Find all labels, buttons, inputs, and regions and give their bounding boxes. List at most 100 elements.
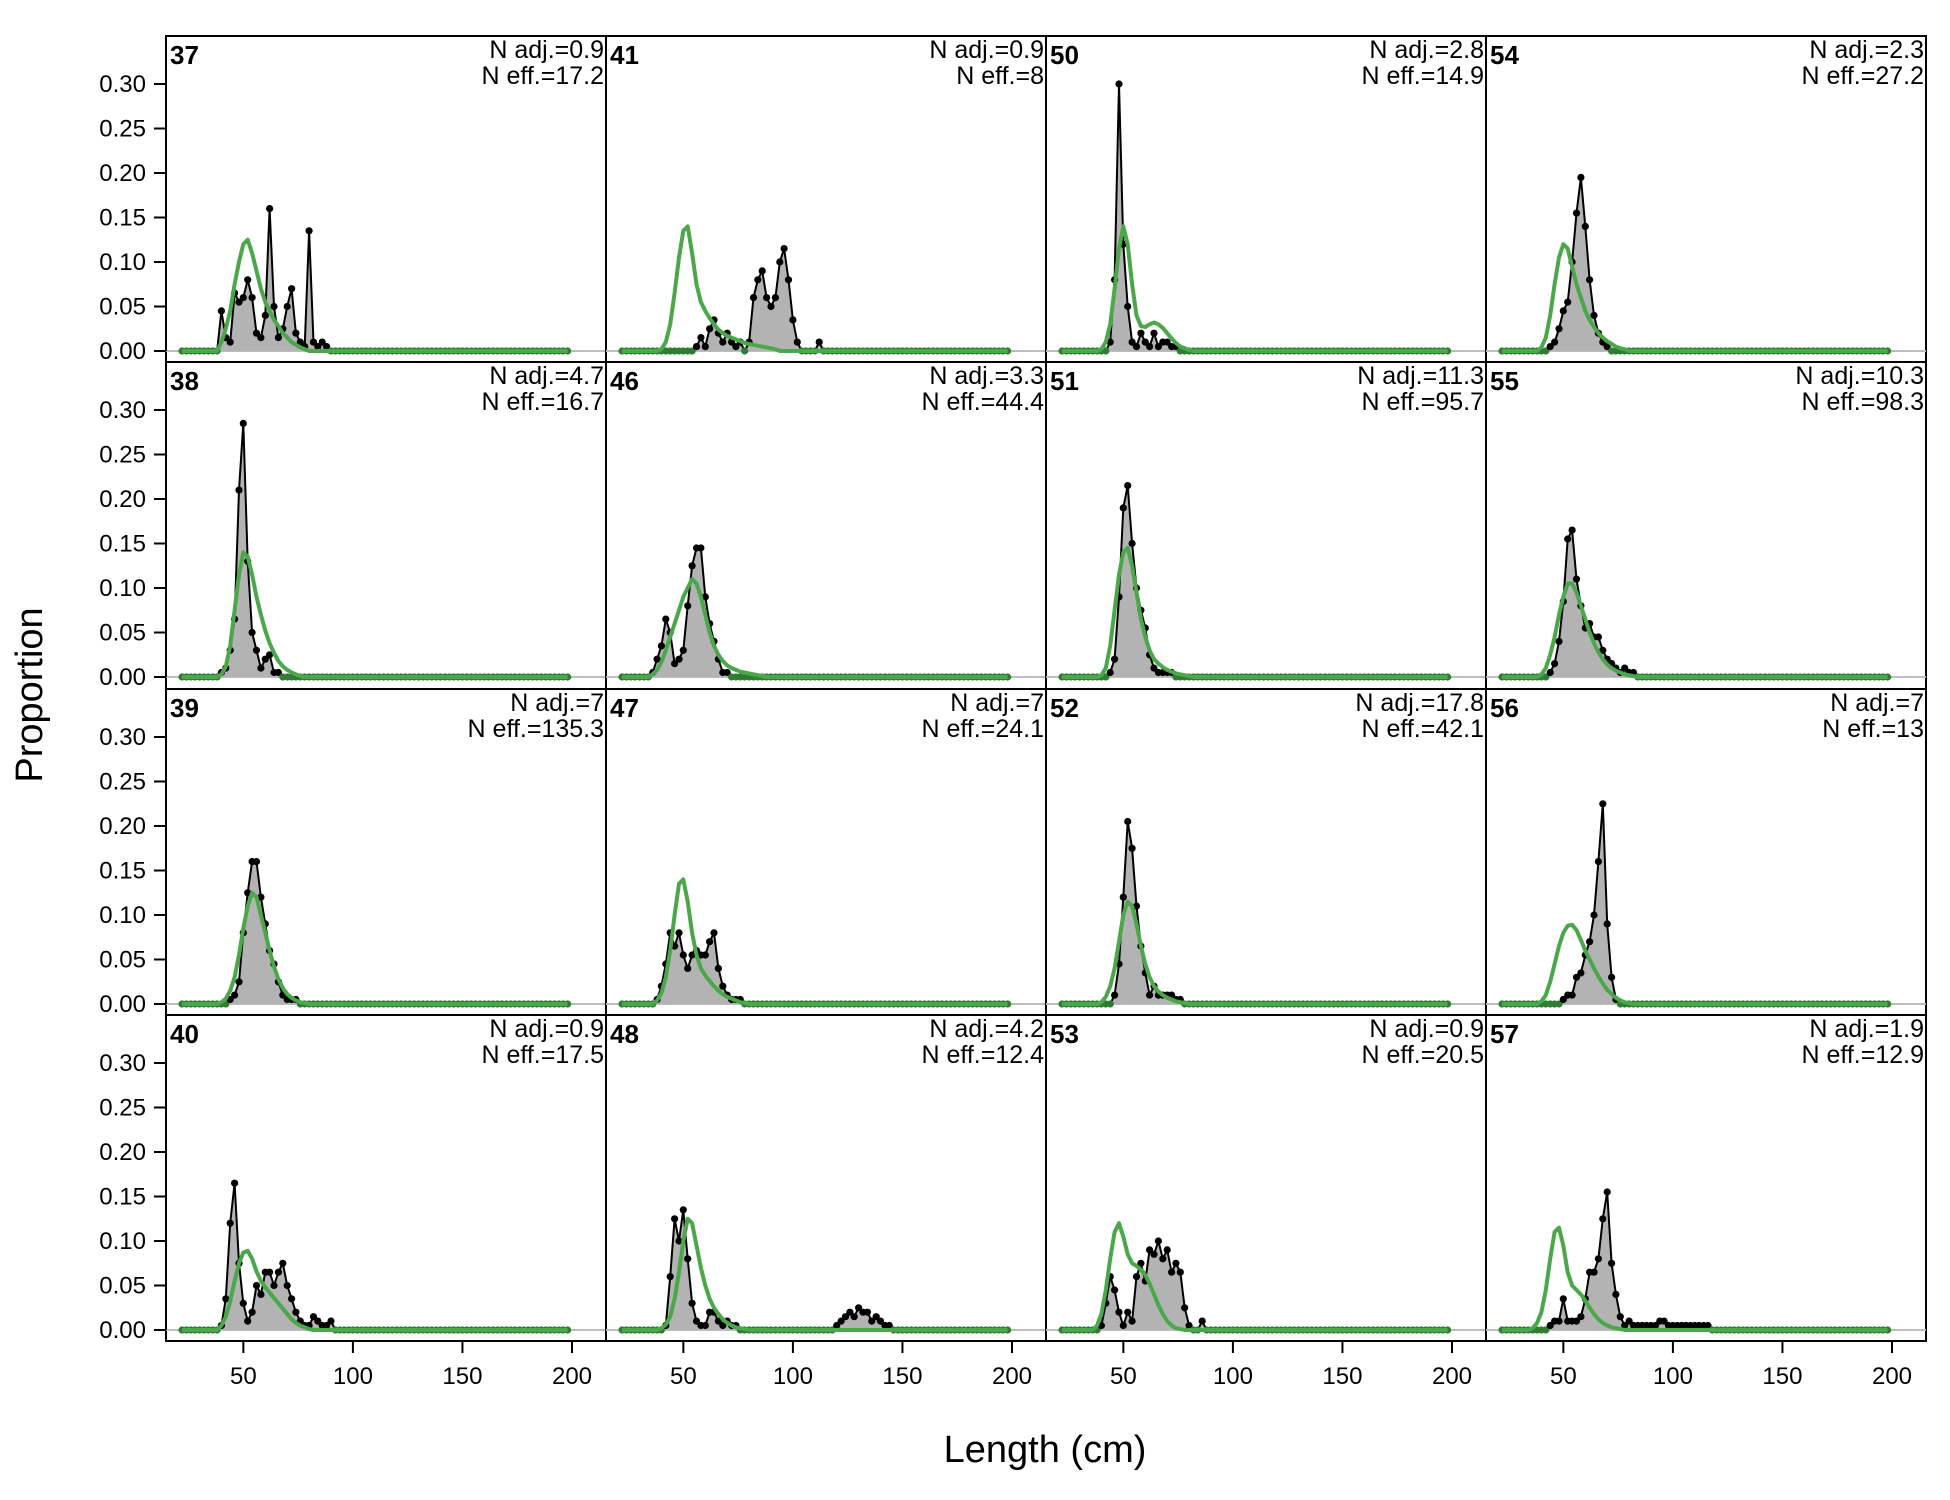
expected-zero-point xyxy=(741,347,749,355)
observed-point xyxy=(1146,991,1154,999)
observed-point xyxy=(1546,343,1554,351)
expected-line xyxy=(1502,242,1888,353)
observed-point xyxy=(1572,1317,1581,1325)
panel-grid: 37 N adj.=0.9N eff.=17.241 N adj.=0.9N eff… xyxy=(165,35,1927,1342)
y-tick-label: 0.00 xyxy=(99,338,146,365)
n-adj-label: N adj.=7 xyxy=(950,689,1044,717)
observed-point xyxy=(758,267,766,275)
y-axis-row-4: 0.00 0.05 0.10 0.15 0.20 0.25 0.30 xyxy=(99,1050,167,1344)
observed-point xyxy=(1154,343,1162,351)
panel-id-label: 55 xyxy=(1490,366,1519,396)
observed-point xyxy=(679,1206,687,1214)
observed-point xyxy=(706,325,714,333)
observed-point xyxy=(653,655,661,663)
x-tick-label: 200 xyxy=(1872,1363,1912,1390)
observed-point xyxy=(226,338,234,346)
observed-point xyxy=(1115,80,1123,88)
observed-point xyxy=(1559,307,1567,315)
observed-area xyxy=(1502,177,1888,351)
panel-39: 39 N adj.=7N eff.=135.3 xyxy=(165,688,607,1016)
observed-point xyxy=(780,245,788,253)
observed-point xyxy=(1146,343,1154,351)
observed-point xyxy=(1150,329,1158,337)
panel-54: 54 N adj.=2.3N eff.=27.2 xyxy=(1485,35,1927,363)
panel-50: 50 N adj.=2.8N eff.=14.9 xyxy=(1045,35,1487,363)
observed-point xyxy=(1568,526,1576,534)
observed-point xyxy=(1581,222,1589,230)
observed-point xyxy=(1590,1268,1598,1276)
expected-line xyxy=(182,1248,568,1332)
observed-point xyxy=(1559,1295,1567,1303)
observed-point xyxy=(1124,302,1132,311)
panel-id-label: 52 xyxy=(1050,693,1079,723)
observed-point xyxy=(1608,1259,1616,1267)
observed-point xyxy=(1612,1290,1620,1298)
panel-id-label: 37 xyxy=(170,40,199,70)
observed-point xyxy=(1616,1313,1624,1321)
x-tick-label: 150 xyxy=(1322,1363,1362,1390)
observed-point xyxy=(710,929,718,937)
observed-point xyxy=(239,1299,247,1307)
n-adj-label: N adj.=0.9 xyxy=(489,1015,604,1043)
y-tick-label: 0.00 xyxy=(99,1317,146,1344)
expected-line xyxy=(1502,922,1888,1006)
observed-point xyxy=(1555,325,1563,333)
observed-point xyxy=(662,615,670,623)
observed-point xyxy=(1150,664,1158,672)
observed-point xyxy=(257,893,265,901)
panel-id-label: 46 xyxy=(610,366,639,396)
observed-point xyxy=(1594,1255,1602,1263)
observed-point xyxy=(1111,991,1119,999)
observed-point xyxy=(1577,1313,1585,1321)
observed-point xyxy=(1132,902,1141,910)
observed-point xyxy=(732,343,740,351)
observed-point xyxy=(288,1295,296,1303)
observed-point xyxy=(1651,1321,1659,1330)
observed-point xyxy=(688,562,696,570)
x-tick-label: 200 xyxy=(1432,1363,1472,1390)
y-tick-label: 0.20 xyxy=(99,1139,146,1166)
observed-point xyxy=(1555,1317,1563,1325)
observed-point xyxy=(719,1321,727,1330)
panel-40: 40 N adj.=0.9N eff.=17.5 xyxy=(165,1014,607,1342)
observed-point xyxy=(261,311,269,319)
observed-point xyxy=(754,276,762,284)
panel-id-label: 39 xyxy=(170,693,199,723)
observed-point xyxy=(657,642,666,650)
observed-point xyxy=(1115,1308,1123,1316)
x-tick-label: 200 xyxy=(552,1363,592,1390)
x-tick-label: 150 xyxy=(442,1363,482,1390)
observed-point xyxy=(1124,817,1132,826)
y-tick-label: 0.05 xyxy=(99,620,146,647)
x-tick-label: 200 xyxy=(992,1363,1032,1390)
observed-point xyxy=(222,1295,230,1303)
y-tick-label: 0.10 xyxy=(99,575,146,602)
x-axis-col-4: 50 100 150 200 xyxy=(1550,1340,1912,1390)
expected-line xyxy=(622,1216,1008,1332)
expected-line xyxy=(1062,1221,1448,1332)
expected-line xyxy=(622,224,1008,353)
y-tick-label: 0.25 xyxy=(99,116,146,143)
y-axis-row-2: 0.00 0.05 0.10 0.15 0.20 0.25 0.30 xyxy=(99,397,167,691)
observed-point xyxy=(701,343,709,351)
observed-point xyxy=(1660,1317,1668,1325)
panel-38: 38 N adj.=4.7N eff.=16.7 xyxy=(165,361,607,690)
n-eff-label: N eff.=24.1 xyxy=(921,715,1044,743)
observed-point xyxy=(1119,893,1127,901)
observed-point xyxy=(248,628,256,637)
expected-zero-point xyxy=(1106,1000,1114,1008)
expected-line xyxy=(1062,899,1448,1006)
y-tick-label: 0.05 xyxy=(99,947,146,974)
observed-point xyxy=(675,1237,683,1245)
y-tick-label: 0.30 xyxy=(99,397,146,424)
observed-area xyxy=(1062,821,1448,1004)
observed-point xyxy=(283,1281,291,1290)
observed-point xyxy=(1599,646,1607,654)
observed-point xyxy=(815,338,823,346)
observed-point xyxy=(697,544,705,552)
panel-id-label: 53 xyxy=(1050,1019,1079,1049)
observed-point xyxy=(327,1317,335,1325)
observed-point xyxy=(1111,655,1119,663)
expected-zero-point xyxy=(688,347,696,355)
observed-point xyxy=(318,338,326,346)
